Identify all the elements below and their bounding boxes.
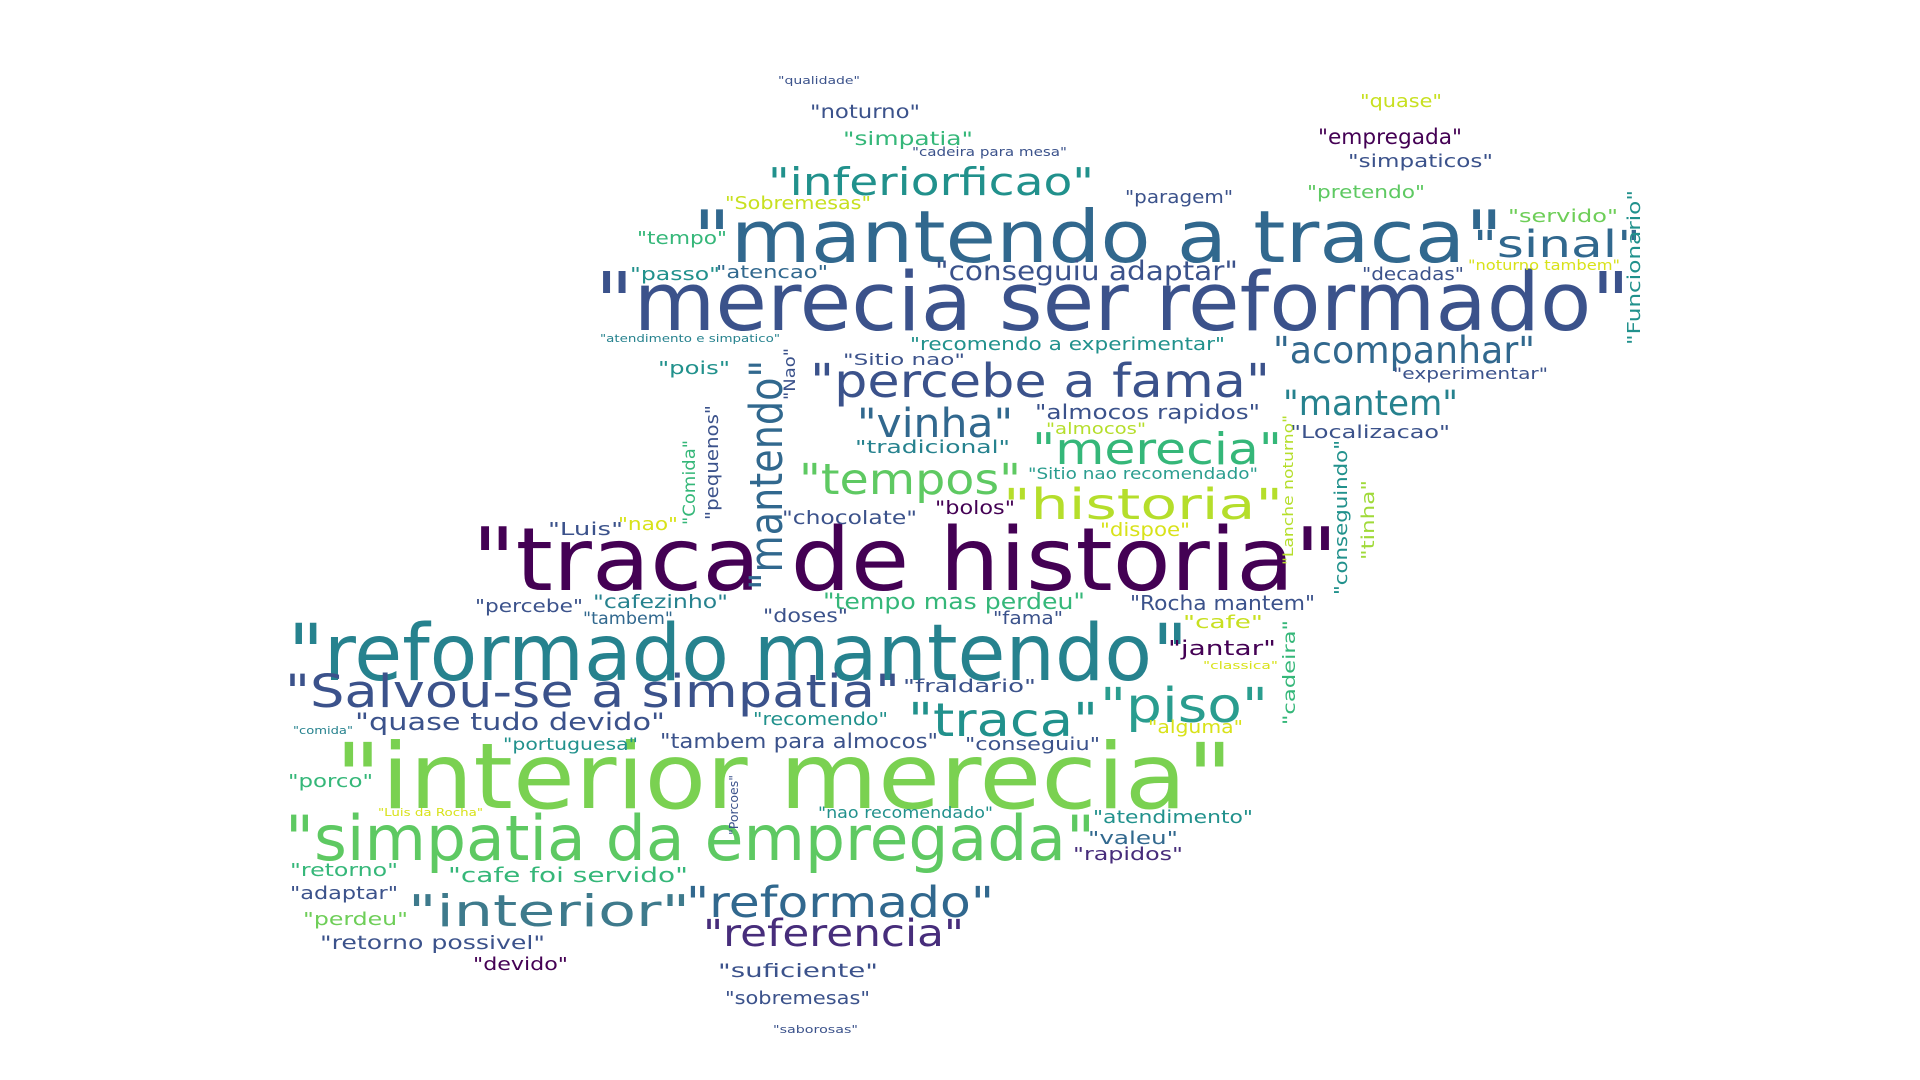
word-cloud-term: "traca de historia" — [472, 509, 1338, 611]
word-cloud-term: "retorno possivel" — [320, 932, 545, 954]
word-cloud-term: "atendimento e simpatico" — [600, 332, 780, 345]
word-cloud-term: "tempos" — [799, 455, 1021, 505]
word-cloud-term: "experimentar" — [1393, 364, 1548, 383]
word-cloud-term: "mantendo a traca" — [693, 195, 1503, 279]
word-cloud-term: "servido" — [1508, 206, 1618, 227]
word-cloud-term: "valeu" — [1088, 828, 1178, 849]
word-cloud-term: "nao" — [618, 514, 678, 535]
word-cloud-term: "tambem para almocos" — [660, 729, 938, 753]
word-cloud-term: "cadeira para mesa" — [912, 145, 1067, 159]
word-cloud-term: "tradicional" — [855, 437, 1010, 458]
word-cloud-term: "dispoe" — [1100, 519, 1190, 541]
word-cloud-term: "quase" — [1360, 91, 1442, 112]
word-cloud-term: "pretendo" — [1307, 182, 1425, 203]
word-cloud-term: "noturno" — [810, 101, 920, 123]
word-cloud-term: "devido" — [473, 954, 568, 975]
word-cloud-term: "jantar" — [1168, 636, 1276, 660]
word-cloud-term: "nao recomendado" — [818, 803, 993, 822]
word-cloud-term: "percebe a fama" — [810, 354, 1270, 408]
word-cloud-term: "tinha" — [1358, 480, 1379, 560]
word-cloud-term: "conseguindo" — [1331, 440, 1352, 595]
word-cloud-term: "Sitio nao" — [843, 350, 965, 369]
word-cloud-term: "adaptar" — [290, 883, 398, 904]
word-cloud-term: "tambem" — [583, 609, 673, 629]
word-cloud-term: "reformado" — [686, 878, 994, 928]
word-cloud-term: "Porcoes" — [727, 775, 741, 835]
word-cloud-term: "piso" — [1100, 678, 1268, 734]
word-cloud-term: "cafe" — [1183, 612, 1263, 633]
word-cloud-term: "simpatia da empregada" — [285, 802, 1095, 875]
word-cloud-term: "merecia" — [1032, 424, 1282, 475]
word-cloud-term: "Sobremesas" — [725, 193, 871, 214]
word-cloud-term: "Salvou-se a simpatia" — [285, 665, 900, 718]
word-cloud-term: "sinal" — [1473, 223, 1641, 266]
word-cloud-term: "Funcionario" — [1624, 190, 1645, 345]
word-cloud-term: "Sitio nao recomendado" — [1028, 464, 1258, 483]
word-cloud-term: "paragem" — [1125, 187, 1233, 208]
word-cloud-term: "almocos rapidos" — [1035, 400, 1260, 424]
word-cloud-term: "doses" — [763, 605, 848, 627]
word-cloud-term: "tempo mas perdeu" — [823, 590, 1085, 615]
word-cloud-term: "mantendo" — [740, 360, 793, 590]
word-cloud-term: "cafe foi servido" — [448, 863, 688, 887]
word-cloud-term: "Comida" — [680, 440, 700, 525]
word-cloud-term: "sobremesas" — [725, 988, 870, 1009]
word-cloud-term: "simpaticos" — [1348, 151, 1493, 172]
word-cloud-term: "Luis" — [548, 519, 623, 540]
word-cloud-term: "cafezinho" — [593, 591, 728, 613]
word-cloud-term: "tempo" — [637, 228, 727, 249]
word-cloud-term: "passo" — [630, 264, 720, 285]
word-cloud-term: "merecia ser reformado" — [595, 256, 1630, 350]
word-cloud-term: "cadeira" — [1280, 620, 1300, 725]
word-cloud-term: "Localizacao" — [1290, 422, 1450, 443]
word-cloud-term: "interior" — [408, 886, 690, 937]
word-cloud-term: "percebe" — [475, 596, 583, 617]
word-cloud-term: "perdeu" — [303, 909, 408, 930]
word-cloud-term: "qualidade" — [778, 74, 860, 87]
word-cloud-term: "suficiente" — [718, 960, 878, 982]
word-cloud-term: "Nao" — [780, 348, 799, 400]
word-cloud-term: "Rocha mantem" — [1130, 591, 1315, 615]
word-cloud-term: "fraldario" — [903, 676, 1036, 697]
word-cloud-term: "conseguiu" — [965, 734, 1100, 755]
word-cloud-term: "atendimento" — [1093, 807, 1253, 828]
word-cloud-term: "pois" — [658, 358, 730, 379]
word-cloud-term: "bolos" — [935, 497, 1015, 519]
word-cloud-term: "quase tudo devido" — [355, 708, 665, 736]
word-cloud-term: "simpatia" — [843, 128, 973, 150]
word-cloud-term: "decadas" — [1362, 264, 1464, 285]
word-cloud-term: "vinha" — [857, 401, 1013, 447]
word-cloud-term: "Luis da Rocha" — [378, 806, 483, 819]
word-cloud-term: "historia" — [1003, 480, 1283, 530]
word-cloud-term: "recomendo" — [753, 709, 888, 730]
word-cloud-term: "retorno" — [290, 860, 398, 881]
word-cloud-term: "atencao" — [716, 262, 828, 283]
word-cloud-term: "recomendo a experimentar" — [910, 334, 1225, 355]
word-cloud-term: "reformado mantendo" — [288, 609, 1188, 699]
word-cloud-term: "porco" — [288, 771, 373, 792]
word-cloud-term: "Lanche noturno" — [1281, 415, 1297, 565]
word-cloud-term: "portuguesa" — [503, 735, 638, 755]
word-cloud-term: "saborosas" — [773, 1023, 858, 1036]
word-cloud-term: "fama" — [993, 608, 1063, 629]
word-cloud-term: "rapidos" — [1073, 844, 1183, 865]
word-cloud-term: "comida" — [293, 724, 353, 737]
word-cloud-term: "traca" — [908, 693, 1098, 747]
word-cloud-term: "inferiorficao" — [768, 160, 1094, 204]
word-cloud-term: "conseguiu adaptar" — [935, 256, 1238, 287]
word-cloud-term: "interior merecia" — [335, 725, 1233, 830]
word-cloud-term: "classica" — [1203, 659, 1278, 672]
word-cloud-term: "noturno tambem" — [1468, 258, 1620, 274]
word-cloud-term: "alguma" — [1148, 717, 1243, 738]
word-cloud-term: "mantem" — [1283, 384, 1458, 424]
word-cloud-term: "acompanhar" — [1273, 329, 1535, 372]
word-cloud-term: "almocos" — [1046, 419, 1146, 438]
word-cloud-term: "empregada" — [1318, 125, 1462, 149]
word-cloud-term: "referencia" — [703, 912, 964, 955]
word-cloud-term: "pequenos" — [702, 405, 723, 520]
word-cloud-term: "chocolate" — [782, 507, 917, 529]
